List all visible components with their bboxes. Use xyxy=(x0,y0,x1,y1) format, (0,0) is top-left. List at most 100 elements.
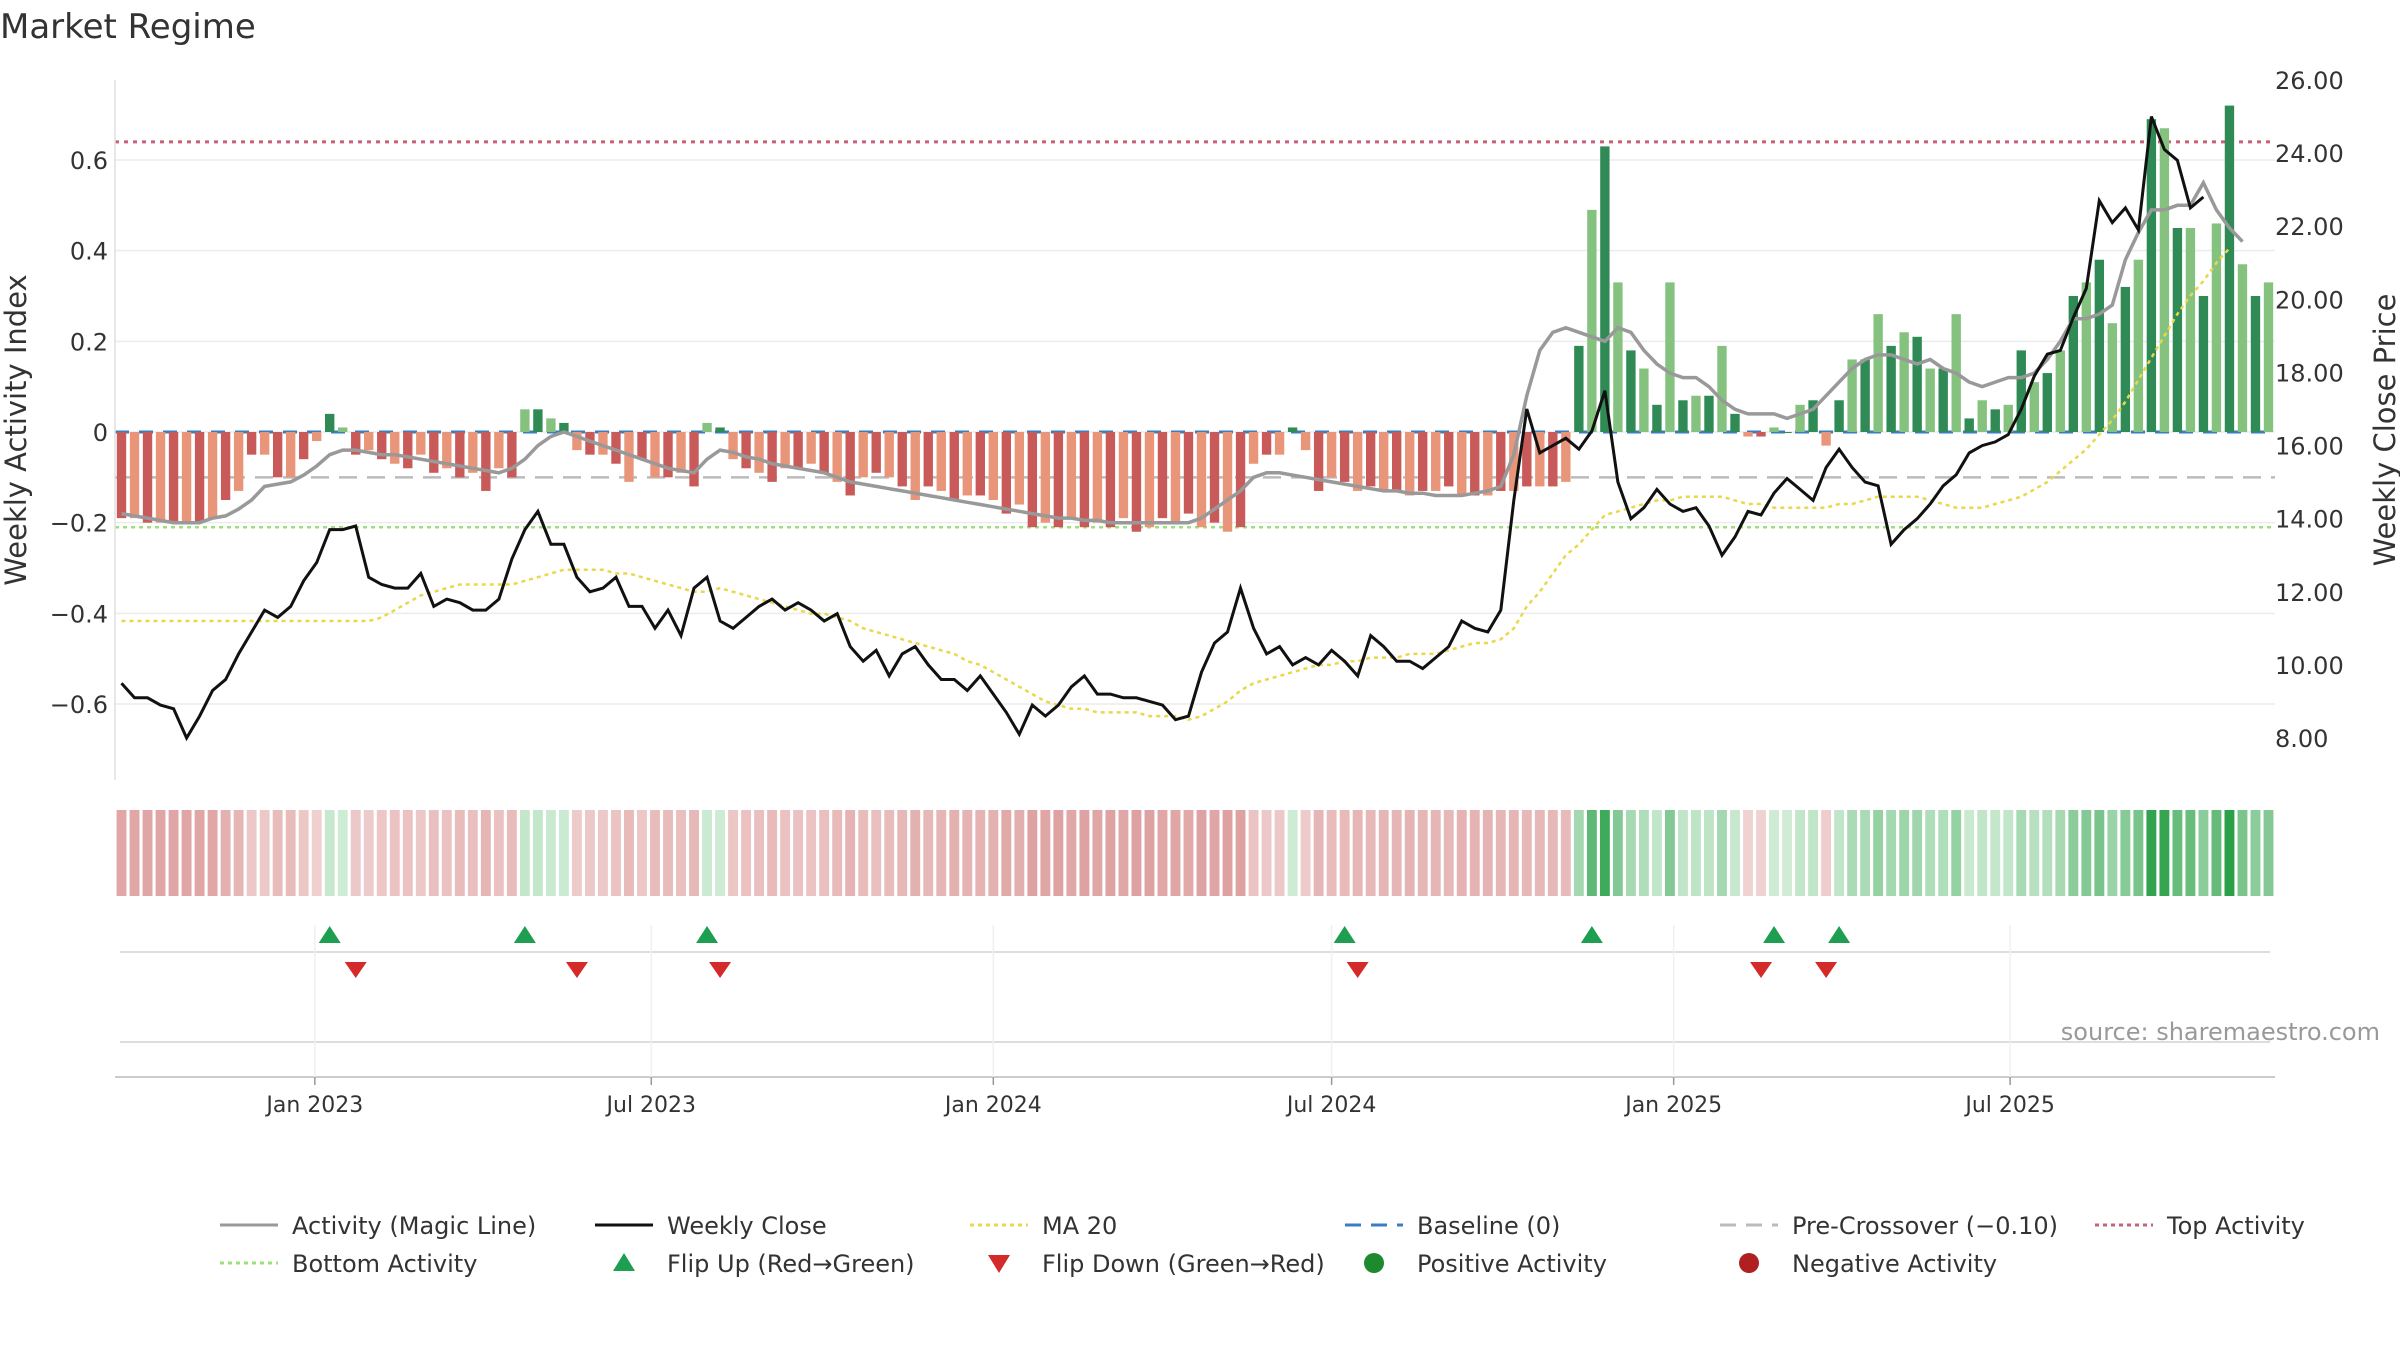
activity-bar-57 xyxy=(858,432,868,478)
left-tick-label-5: 0.4 xyxy=(70,238,108,266)
ribbon-cell-20 xyxy=(376,810,387,896)
activity-bar-103 xyxy=(1457,432,1467,496)
ribbon-cell-67 xyxy=(988,810,999,896)
ribbon-cell-151 xyxy=(2081,810,2092,896)
ribbon-cell-72 xyxy=(1053,810,1064,896)
ribbon-cell-5 xyxy=(181,810,192,896)
x-tick-label-3: Jul 2024 xyxy=(1285,1093,1377,1118)
activity-bar-58 xyxy=(871,432,881,473)
ribbon-cell-154 xyxy=(2120,810,2131,896)
ribbon-cell-19 xyxy=(363,810,374,896)
regime-ribbon xyxy=(116,810,2274,896)
activity-bar-105 xyxy=(1483,432,1493,496)
ribbon-cell-6 xyxy=(194,810,205,896)
activity-bar-145 xyxy=(2003,404,2013,432)
activity-bar-5 xyxy=(181,432,192,523)
activity-bar-133 xyxy=(1847,359,1857,432)
activity-bar-98 xyxy=(1392,432,1402,491)
activity-bar-49 xyxy=(754,432,764,473)
ribbon-cell-103 xyxy=(1456,810,1467,896)
ribbon-cell-84 xyxy=(1209,810,1220,896)
ribbon-cell-45 xyxy=(702,810,712,896)
activity-bar-53 xyxy=(806,432,816,464)
ribbon-cell-113 xyxy=(1586,810,1597,896)
ribbon-cell-132 xyxy=(1834,810,1845,896)
activity-bar-137 xyxy=(1899,332,1909,432)
activity-bar-143 xyxy=(1977,400,1987,432)
ribbon-cell-83 xyxy=(1196,810,1207,896)
ma20-line xyxy=(121,247,2231,721)
activity-bar-71 xyxy=(1040,432,1051,523)
activity-bar-78 xyxy=(1131,432,1142,532)
ribbon-cell-145 xyxy=(2003,810,2014,896)
left-tick-label-0: −0.6 xyxy=(50,691,108,719)
activity-bar-82 xyxy=(1183,432,1194,514)
ribbon-cell-69 xyxy=(1014,810,1025,896)
activity-bar-164 xyxy=(2250,296,2261,432)
activity-bar-65 xyxy=(962,432,972,496)
activity-bar-36 xyxy=(585,432,595,455)
ribbon-cell-106 xyxy=(1495,810,1506,896)
legend-item-1: Weekly Close xyxy=(595,1212,827,1240)
activity-bar-136 xyxy=(1886,345,1896,432)
ribbon-cell-10 xyxy=(246,810,257,896)
activity-bar-77 xyxy=(1118,432,1129,519)
flip-up-marker-4 xyxy=(1580,926,1603,943)
ribbon-cell-143 xyxy=(1977,810,1988,896)
activity-bar-40 xyxy=(637,432,647,460)
ribbon-cell-111 xyxy=(1560,810,1571,896)
legend-label-2: MA 20 xyxy=(1042,1212,1117,1240)
left-tick-label-1: −0.4 xyxy=(50,600,108,628)
axes: −0.6 −0.4 −0.2 0 0.2 0.4 0.6 8.00 10.00 12.00 14.0… xyxy=(0,67,2400,780)
right-tick-label-2: 12.00 xyxy=(2275,579,2344,607)
ribbon-cell-23 xyxy=(415,810,426,896)
ribbon-cell-30 xyxy=(506,810,517,896)
ribbon-cell-100 xyxy=(1417,810,1428,896)
activity-bar-43 xyxy=(676,432,686,473)
activity-bar-84 xyxy=(1209,432,1220,523)
chart-title: Market Regime xyxy=(0,7,256,47)
activity-bar-120 xyxy=(1678,400,1688,432)
ribbon-cell-85 xyxy=(1222,810,1233,896)
ribbon-cell-102 xyxy=(1443,810,1454,896)
ribbon-cell-99 xyxy=(1404,810,1415,896)
ribbon-cell-89 xyxy=(1274,810,1285,896)
ribbon-cell-112 xyxy=(1573,810,1584,896)
activity-bar-18 xyxy=(351,432,361,455)
activity-bar-70 xyxy=(1027,432,1038,528)
activity-bar-29 xyxy=(494,432,504,469)
activity-bar-60 xyxy=(897,432,907,487)
activity-bar-130 xyxy=(1808,400,1818,432)
ribbon-cell-97 xyxy=(1378,810,1389,896)
activity-bars xyxy=(116,105,2274,532)
ribbon-cell-75 xyxy=(1092,810,1103,896)
legend-label-7: Flip Up (Red→Green) xyxy=(667,1250,915,1278)
activity-bar-90 xyxy=(1287,427,1298,432)
activity-bar-0 xyxy=(116,432,127,519)
ribbon-cell-60 xyxy=(897,810,908,896)
ribbon-cell-123 xyxy=(1717,810,1727,896)
activity-bar-3 xyxy=(155,432,166,523)
legend-label-3: Baseline (0) xyxy=(1417,1212,1560,1240)
activity-bar-33 xyxy=(546,418,556,432)
activity-bar-16 xyxy=(325,413,335,432)
activity-bar-76 xyxy=(1105,432,1116,528)
left-axis-label: Weekly Activity Index xyxy=(0,274,33,585)
activity-bar-26 xyxy=(455,432,465,478)
activity-bar-73 xyxy=(1066,432,1077,519)
flip-up-marker-3 xyxy=(1333,926,1356,943)
x-tick-label-4: Jan 2025 xyxy=(1623,1093,1722,1118)
ribbon-cell-56 xyxy=(845,810,856,896)
x-tick-label-2: Jan 2024 xyxy=(943,1093,1042,1118)
ribbon-cell-22 xyxy=(402,810,413,896)
activity-bar-46 xyxy=(715,427,725,432)
flip-down-marker-2 xyxy=(709,962,732,978)
activity-bar-64 xyxy=(949,432,959,500)
activity-bar-34 xyxy=(559,422,569,432)
legend-label-0: Activity (Magic Line) xyxy=(292,1212,536,1240)
ribbon-cell-158 xyxy=(2172,810,2183,896)
left-tick-label-2: −0.2 xyxy=(50,510,108,538)
activity-bar-80 xyxy=(1157,432,1168,519)
activity-bar-131 xyxy=(1821,432,1831,446)
